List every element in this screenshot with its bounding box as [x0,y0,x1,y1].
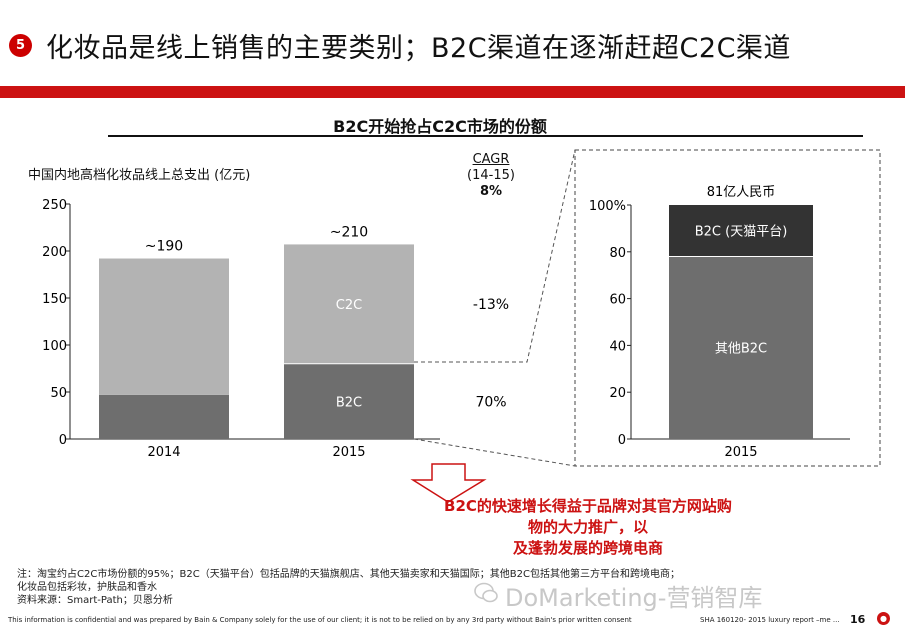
conclusion-note: B2C的快速增长得益于品牌对其官方网站购物的大力推广，以 及蓬勃发展的跨境电商 [438,496,738,559]
wechat-icon [474,582,498,603]
footnote-2: 化妆品包括彩妆，护肤品和香水 [17,582,157,593]
down-arrow-icon [410,463,487,503]
report-footer: SHA 160120- 2015 luxury report –me ... [700,616,840,624]
bar-b2c-2014 [99,394,229,439]
conclusion-line-1: B2C的快速增长得益于品牌对其官方网站购物的大力推广，以 [444,497,732,536]
cagr-header: CAGR (14-15) 8% [455,152,527,200]
bar-b2c-2015 [284,363,414,439]
section-number-badge: 5 [9,34,32,57]
segment-label: B2C [336,395,362,410]
segment-label: B2C (天猫平台) [695,225,788,240]
right-y-tick-label: 60 [609,293,626,308]
conclusion-line-2: 及蓬勃发展的跨境电商 [512,539,663,557]
left-chart: 0 50 100 150 200 250 ~190 2014 B2C C2C ~210 2015 70%… [42,198,509,460]
subtitle-underline [108,135,863,137]
bar-c2c-2015 [284,244,414,364]
bar-segment [669,205,813,257]
connector-bottom [413,438,576,467]
right-y-tick-label: 0 [618,433,626,448]
connector-top [414,149,576,363]
title-divider-bar [0,86,905,98]
footnote-3: 资料来源：Smart-Path；贝恩分析 [17,595,173,606]
slide-title: 化妆品是线上销售的主要类别；B2C渠道在逐渐赶超C2C渠道 [46,33,791,64]
segment-label: C2C [336,298,362,313]
watermark: DoMarketing-营销智库 [505,584,763,612]
x-tick-label: 2015 [724,445,757,460]
left-y-tick-label: 150 [42,292,67,307]
chart-subtitle: B2C开始抢占C2C市场的份额 [333,117,547,136]
confidentiality-footer: This information is confidential and was… [8,616,632,624]
x-tick-label: 2014 [147,445,180,460]
bar-c2c-2014 [99,258,229,395]
bar-total-label: ~210 [330,224,368,240]
x-tick-label: 2015 [332,445,365,460]
right-y-tick-label: 80 [609,246,626,261]
right-chart: 0 20 40 60 80 100% 其他B2C B2C (天猫平台) 81亿人民币 2015 [589,185,850,460]
segment-label: 其他B2C [715,342,767,357]
cagr-period: (14-15) [467,168,515,183]
bar-segment [669,256,813,439]
right-y-tick-label: 20 [609,386,626,401]
bain-logo-icon: ● [877,612,890,625]
left-y-tick-label: 0 [59,433,67,448]
page-number: 16 [850,613,866,626]
bar-total-label: 81亿人民币 [707,185,776,200]
arrow-shape [410,463,487,503]
cagr-total: 8% [479,184,503,199]
bar-total-label: ~190 [145,239,183,255]
right-y-tick-label: 100% [589,199,626,214]
cagr-b2c: 70% [475,394,506,410]
cagr-c2c: -13% [473,297,509,313]
left-y-tick-label: 200 [42,245,67,260]
left-y-tick-label: 100 [42,339,67,354]
left-chart-ylabel: 中国内地高档化妆品线上总支出 (亿元) [28,168,251,183]
left-y-tick-label: 250 [42,198,67,213]
right-y-tick-label: 40 [609,339,626,354]
left-y-tick-label: 50 [50,386,67,401]
footnotes: 注：淘宝约占C2C市场份额的95%；B2C（天猫平台）包括品牌的天猫旗舰店、其他… [17,568,680,607]
footnote-1: 注：淘宝约占C2C市场份额的95%；B2C（天猫平台）包括品牌的天猫旗舰店、其他… [17,569,680,580]
cagr-label: CAGR [472,152,510,167]
